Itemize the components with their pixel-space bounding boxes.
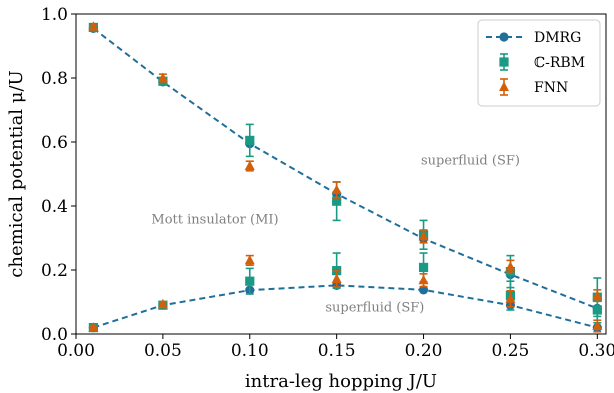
region-label: Mott insulator (MI) [151,213,278,228]
x-tick-label: 0.00 [57,341,95,361]
region-label: superfluid (SF) [325,301,424,316]
data-point [592,290,603,300]
data-point [592,320,603,330]
data-point [505,293,516,303]
y-axis-title: chemical potential μ/U [6,70,27,277]
data-point [331,184,342,194]
y-tick-label: 1.0 [41,5,68,25]
x-axis-title: intra-leg hopping J/U [245,371,437,392]
data-point [245,276,255,286]
y-tick-label: 0.6 [41,133,68,153]
legend: DMRG ℂ-RBM FNN [477,19,601,107]
annotation-layer: Mott insulator (MI) superfluid (SF) superf… [151,153,520,315]
x-tick-label: 0.25 [491,341,529,361]
x-tick-label: 0.10 [231,341,269,361]
data-point [157,298,168,309]
series-2 [88,21,603,333]
data-point [592,305,602,315]
legend-marker [499,57,509,67]
data-point [157,72,168,82]
legend-frame [477,19,601,107]
data-point [332,196,342,206]
y-tick-label: 0.2 [41,261,68,281]
series-layer [88,21,603,333]
data-point [244,160,255,170]
data-point [418,230,429,241]
y-tick-label: 0.0 [41,325,68,345]
legend-label: ℂ-RBM [534,55,585,71]
data-point [418,285,429,295]
region-label: superfluid (SF) [421,153,520,168]
data-point [418,274,429,285]
data-point [88,322,99,332]
x-tick-label: 0.05 [144,341,182,361]
data-point [505,261,516,271]
data-point [418,262,429,273]
x-tick-label: 0.20 [405,341,443,361]
x-tick-label: 0.15 [318,341,356,361]
data-point [244,254,255,265]
data-point [331,273,342,283]
x-tick-label: 0.30 [578,341,614,361]
legend-label: DMRG [534,30,581,46]
data-point [88,21,99,31]
axis-layer: 0.00 0.05 0.10 0.15 0.20 0.25 0.30 0.0 0.2 0.4 0.6… [41,5,614,361]
y-tick-label: 0.4 [41,197,68,217]
legend-marker [499,81,509,91]
legend-marker [499,32,509,42]
legend-label: FNN [534,80,568,96]
data-point [245,135,255,145]
y-tick-label: 0.8 [41,69,68,89]
